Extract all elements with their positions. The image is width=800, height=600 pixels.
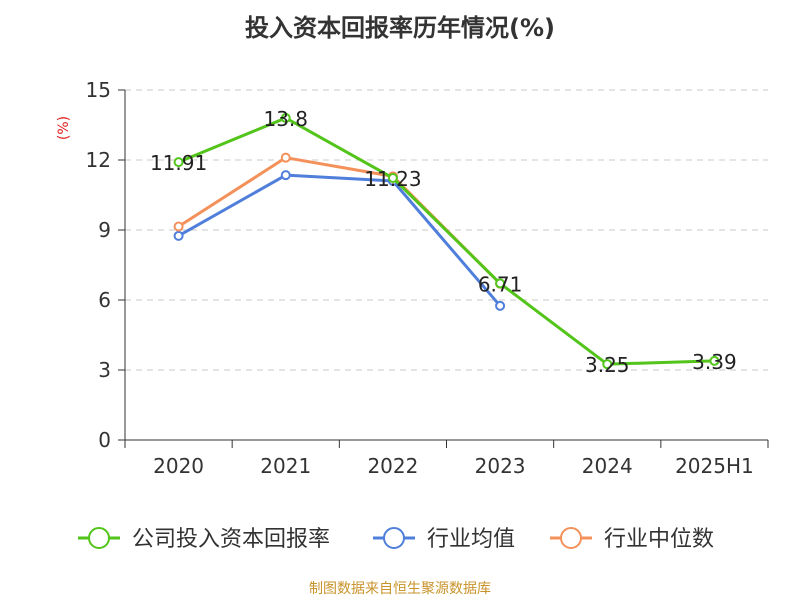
y-tick-label: 9 — [98, 218, 111, 242]
legend-item-0[interactable]: 公司投入资本回报率 — [78, 527, 330, 552]
x-tick-label: 2023 — [475, 454, 526, 478]
data-point — [173, 157, 184, 168]
y-tick-label: 6 — [98, 288, 111, 312]
data-point — [280, 152, 291, 163]
axes: 0 3 6 9 12 15 (%) 2020 2021 2022 2023 2024 2025H1 — [56, 78, 769, 478]
legend-label: 行业均值 — [427, 527, 515, 552]
data-point — [280, 113, 291, 123]
y-tick-label: 0 — [98, 428, 111, 452]
y-tick-label: 15 — [86, 78, 111, 102]
data-label: 3.25 — [585, 353, 630, 377]
series-line-0 — [178, 116, 715, 366]
series-line-2 — [177, 156, 502, 285]
legend-item-1[interactable]: 行业均值 — [373, 527, 515, 552]
x-tick-label: 2022 — [367, 454, 418, 478]
legend-circle-marker — [560, 527, 582, 549]
legend-circle-marker — [88, 527, 110, 549]
y-axis-label: (%) — [56, 116, 72, 140]
data-source-note: 制图数据来自恒生聚源数据库 — [309, 581, 491, 597]
data-label: 3.39 — [692, 350, 737, 374]
data-label: 11.91 — [150, 151, 207, 175]
y-tick-label: 12 — [86, 148, 111, 172]
legend-item-2[interactable]: 行业中位数 — [550, 527, 714, 552]
series-group — [173, 113, 720, 370]
series-line-1 — [177, 173, 502, 307]
data-point — [173, 221, 184, 232]
x-tick-label: 2020 — [153, 454, 204, 478]
data-label: 13.8 — [263, 107, 308, 131]
legend-label: 行业中位数 — [604, 527, 714, 552]
data-label: 6.71 — [478, 272, 523, 296]
data-point — [495, 278, 506, 289]
legend-circle-marker — [383, 527, 405, 549]
chart-title: 投入资本回报率历年情况(%) — [245, 14, 555, 42]
data-point — [602, 359, 613, 370]
y-tick-label: 3 — [98, 358, 111, 382]
x-tick-label: 2025H1 — [675, 454, 754, 478]
data-point — [280, 170, 291, 181]
legend-label: 公司投入资本回报率 — [132, 527, 330, 552]
x-tick-label: 2021 — [260, 454, 311, 478]
data-point — [709, 355, 720, 366]
data-point — [173, 230, 184, 241]
x-tick-label: 2024 — [582, 454, 633, 478]
legend[interactable]: 公司投入资本回报率 行业均值 行业中位数 — [78, 527, 714, 552]
data-label: 11.23 — [364, 167, 421, 191]
data-point — [387, 172, 398, 183]
data-point — [495, 300, 506, 311]
data-labels: 11.91 13.8 11.23 6.71 3.25 3.39 — [150, 107, 737, 377]
